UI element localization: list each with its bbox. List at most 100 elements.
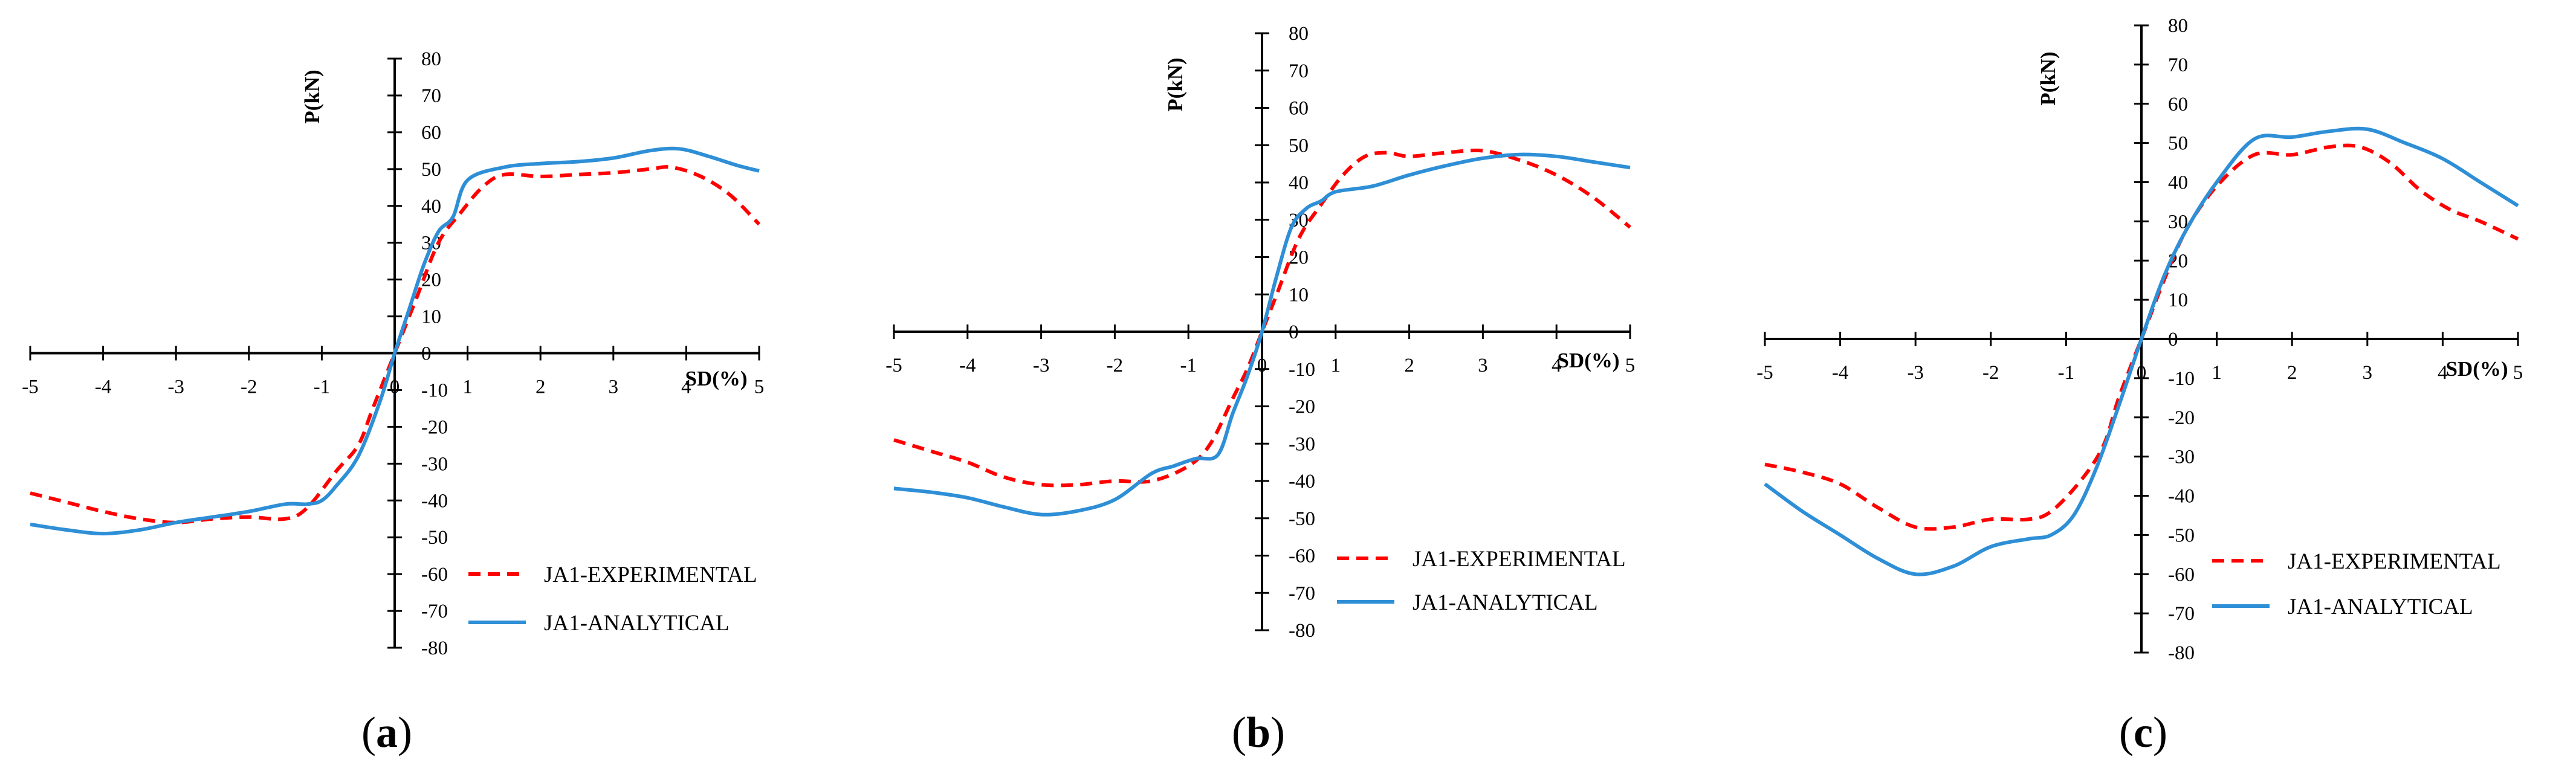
x-tick-label: 1: [1331, 355, 1341, 376]
panel-caption: (b): [1232, 708, 1285, 756]
y-tick-label: 80: [2168, 15, 2188, 37]
x-tick-label: 5: [1625, 355, 1636, 376]
y-tick-label: -40: [421, 490, 448, 512]
y-tick-label: -70: [1289, 582, 1315, 604]
panel-caption: (c): [2119, 708, 2167, 756]
y-tick-label: -80: [421, 637, 448, 659]
y-tick-label: 40: [2168, 172, 2188, 194]
series-line-experimental: [893, 148, 1631, 488]
x-tick-label: 4: [1552, 355, 1562, 376]
y-tick-label: 50: [1289, 135, 1309, 156]
y-tick-label: 80: [1289, 23, 1309, 45]
y-tick-label: -10: [1289, 359, 1315, 381]
y-tick-label: -20: [2168, 407, 2195, 429]
y-tick-label: -20: [421, 416, 448, 438]
y-axis-label: P(kN): [2036, 51, 2060, 105]
y-tick-label: 10: [421, 306, 441, 328]
legend-label-analytical: JA1-ANALYTICAL: [544, 611, 730, 636]
y-axis-label: P(kN): [300, 69, 324, 123]
y-tick-label: 0: [1289, 321, 1299, 343]
chart-panel-c: -5 -4 -3 -2 -1 0 1 2 3 4 5-80-70-60-50-40-30-20-10…: [1756, 15, 2523, 756]
y-tick-label: -70: [421, 601, 448, 622]
y-tick-label: -30: [421, 453, 448, 475]
legend-label-analytical: JA1-ANALYTICAL: [2288, 595, 2473, 619]
x-tick-label: -2: [1107, 355, 1124, 376]
y-tick-label: -60: [2168, 564, 2195, 586]
chart-panel-a: -5 -4 -3 -2 -1 0 1 2 3 4 5-80-70-60-50-40-30-20-10…: [22, 48, 764, 756]
caption-letter: b: [1246, 708, 1270, 756]
x-tick-label: 4: [2438, 362, 2448, 384]
x-tick-label: 1: [2212, 362, 2222, 384]
x-axis-label: SD(%): [2445, 357, 2508, 381]
series-line-experimental: [1764, 143, 2519, 531]
y-tick-label: 80: [421, 48, 441, 70]
x-tick-label: -1: [2058, 362, 2075, 384]
y-tick-label: 40: [421, 196, 441, 218]
chart-panel-b: -5 -4 -3 -2 -1 0 1 2 3 4 5-80-70-60-50-40-30-20-10…: [885, 23, 1635, 756]
x-tick-label: -5: [885, 355, 902, 376]
y-tick-label: -40: [2168, 486, 2195, 508]
caption-open: (: [1232, 708, 1246, 756]
x-tick-label: 0: [2137, 362, 2147, 384]
caption-close: ): [2153, 708, 2167, 756]
x-tick-label: 2: [2287, 362, 2297, 384]
x-tick-label: -3: [167, 376, 184, 398]
y-tick-label: 40: [1289, 172, 1309, 194]
y-tick-label: -50: [2168, 524, 2195, 546]
legend-label-analytical: JA1-ANALYTICAL: [1413, 590, 1598, 615]
y-tick-label: 10: [1289, 284, 1309, 306]
x-tick-label: -2: [241, 376, 257, 398]
y-tick-label: 60: [2168, 94, 2188, 115]
legend-label-experimental: JA1-EXPERIMENTAL: [2288, 549, 2501, 574]
y-tick-label: -70: [2168, 603, 2195, 625]
panel-caption: (a): [361, 708, 412, 756]
x-tick-label: -4: [95, 376, 112, 398]
x-tick-label: -1: [1180, 355, 1197, 376]
y-tick-label: 20: [1289, 247, 1309, 269]
y-tick-label: -50: [1289, 508, 1315, 530]
x-tick-label: 0: [1257, 355, 1267, 376]
x-tick-label: -4: [959, 355, 976, 376]
y-tick-label: 10: [2168, 289, 2188, 311]
x-tick-label: 5: [2513, 362, 2523, 384]
caption-letter: a: [376, 708, 398, 756]
y-tick-label: 70: [1289, 60, 1309, 82]
y-tick-label: -40: [1289, 471, 1315, 492]
y-axis-label: P(kN): [1163, 57, 1187, 111]
x-axis-label: SD(%): [685, 367, 747, 390]
legend-label-experimental: JA1-EXPERIMENTAL: [1413, 547, 1626, 572]
x-tick-label: -3: [1033, 355, 1050, 376]
x-tick-label: 1: [462, 376, 473, 398]
caption-open: (: [361, 708, 376, 756]
x-tick-label: -5: [22, 376, 39, 398]
y-tick-label: -80: [1289, 620, 1315, 642]
y-tick-label: -50: [421, 527, 448, 549]
caption-close: ): [1270, 708, 1285, 756]
y-tick-label: 0: [421, 343, 432, 365]
x-tick-label: 3: [609, 376, 619, 398]
x-tick-label: 2: [1404, 355, 1414, 376]
x-tick-label: 3: [1478, 355, 1488, 376]
x-tick-label: 5: [754, 376, 765, 398]
y-tick-label: 60: [1289, 98, 1309, 120]
x-tick-label: -1: [314, 376, 331, 398]
x-tick-label: 0: [390, 376, 400, 398]
y-tick-label: -10: [2168, 368, 2195, 390]
y-tick-label: -60: [421, 564, 448, 586]
caption-close: ): [398, 708, 412, 756]
y-tick-label: -80: [2168, 642, 2195, 664]
y-tick-label: 0: [2168, 329, 2178, 350]
x-tick-label: -3: [1907, 362, 1924, 384]
series-line-analytical: [30, 146, 760, 536]
y-tick-label: 50: [421, 159, 441, 181]
caption-open: (: [2119, 708, 2134, 756]
x-tick-label: -2: [1982, 362, 1999, 384]
legend-label-experimental: JA1-EXPERIMENTAL: [544, 563, 757, 587]
series-line-analytical: [1764, 126, 2519, 576]
x-tick-label: -4: [1832, 362, 1849, 384]
caption-letter: c: [2134, 708, 2153, 756]
y-tick-label: 50: [2168, 133, 2188, 155]
y-tick-label: -30: [1289, 433, 1315, 455]
y-tick-label: -30: [2168, 447, 2195, 468]
